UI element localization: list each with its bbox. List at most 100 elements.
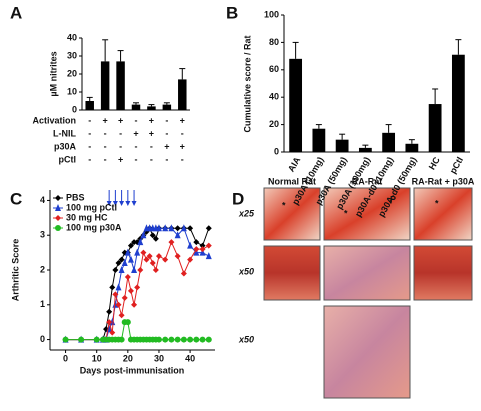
point: [143, 256, 150, 263]
point: [193, 239, 200, 246]
y-tick-label: 0: [72, 104, 77, 114]
bar: [405, 143, 419, 152]
legend-label: PBS: [66, 192, 85, 202]
condition-sign: -: [135, 154, 138, 164]
point: [180, 224, 187, 232]
point: [205, 242, 212, 249]
point: [106, 308, 113, 315]
point: [174, 231, 181, 239]
x-tick-label: 30: [154, 353, 164, 363]
bar: [335, 139, 349, 152]
point: [205, 225, 212, 232]
x-tick-label: 10: [92, 353, 102, 363]
point: [205, 336, 212, 343]
point: [155, 253, 162, 260]
dosing-arrow-head: [119, 201, 125, 206]
point: [199, 246, 206, 253]
y-tick-label: 40: [269, 92, 279, 102]
y-axis-label: µM nitrites: [48, 51, 58, 96]
bar: [178, 79, 187, 110]
bar: [289, 58, 303, 153]
point: [162, 224, 169, 232]
histology: [263, 187, 473, 399]
legend-marker: [55, 215, 61, 221]
micrograph: [413, 245, 473, 301]
point: [168, 336, 175, 343]
condition-sign: -: [135, 141, 138, 151]
point: [118, 312, 125, 319]
condition-sign: +: [118, 115, 123, 125]
point: [174, 336, 181, 343]
legend-label: 100 mg pCtl: [66, 202, 117, 212]
point: [121, 259, 128, 267]
legend-label: 100 mg p30A: [66, 222, 122, 232]
point: [162, 256, 169, 263]
bar: [358, 147, 372, 152]
point: [131, 266, 138, 273]
condition-sign: +: [180, 115, 185, 125]
condition-sign: -: [88, 141, 91, 151]
condition-sign: -: [181, 128, 184, 138]
condition-sign: +: [103, 115, 108, 125]
condition-sign: +: [149, 115, 154, 125]
y-tick-label: 20: [67, 68, 77, 78]
bar: [312, 128, 326, 152]
micrograph: [263, 245, 321, 301]
point: [155, 336, 162, 343]
condition-sign: -: [150, 154, 153, 164]
dosing-arrow-head: [125, 201, 131, 206]
point: [152, 235, 159, 242]
y-tick-label: 100: [264, 9, 279, 19]
point: [199, 336, 206, 343]
y-tick-label: 20: [269, 119, 279, 129]
panel-label: A: [10, 3, 22, 22]
y-tick-label: 10: [67, 86, 77, 96]
x-axis-label: Days post-immunisation: [80, 365, 185, 375]
x-tick-label: AIA: [286, 155, 303, 174]
y-tick-label: 1: [40, 299, 45, 309]
point: [168, 239, 175, 246]
point: [131, 301, 138, 308]
column-label: RA-Rat + p30A: [412, 176, 475, 186]
point: [149, 260, 156, 267]
point: [118, 266, 125, 273]
bar: [85, 101, 94, 110]
column-label: RA-Rat: [352, 176, 383, 186]
y-tick-label: 2: [40, 264, 45, 274]
point: [193, 246, 200, 253]
dosing-arrow-head: [112, 201, 118, 206]
y-tick-label: 0: [40, 334, 45, 344]
condition-sign: +: [133, 128, 138, 138]
point: [93, 336, 100, 343]
bar: [147, 106, 156, 110]
point: [124, 319, 131, 326]
condition-sign: -: [165, 115, 168, 125]
image-mark: P: [390, 194, 396, 204]
legend-label: 30 mg HC: [66, 212, 108, 222]
y-tick-label: 60: [269, 64, 279, 74]
x-tick-label: 40: [185, 353, 195, 363]
condition-sign: -: [104, 154, 107, 164]
condition-label: p30A: [54, 141, 77, 151]
condition-sign: -: [135, 115, 138, 125]
point: [146, 253, 153, 260]
row-label: x25: [238, 208, 255, 218]
point: [106, 319, 113, 326]
y-tick-label: 40: [67, 32, 77, 42]
image-mark: *: [282, 200, 286, 210]
micrograph: [263, 187, 321, 241]
panel-label: D: [232, 189, 244, 208]
condition-sign: +: [180, 141, 185, 151]
legend-marker: [55, 204, 61, 211]
point: [193, 336, 200, 343]
point: [127, 255, 134, 263]
image-mark: *: [344, 208, 348, 218]
row-label: x50: [238, 334, 254, 344]
x-tick-label: 0: [63, 353, 68, 363]
x-tick-label: pCtl: [448, 155, 465, 175]
point: [109, 284, 116, 291]
condition-sign: +: [118, 154, 123, 164]
point: [118, 256, 125, 263]
y-tick-label: 80: [269, 37, 279, 47]
